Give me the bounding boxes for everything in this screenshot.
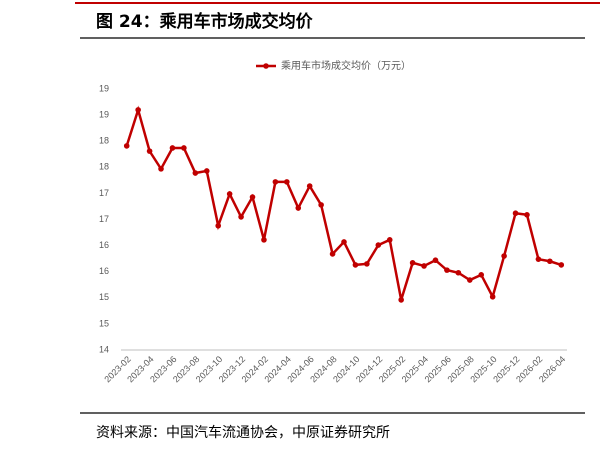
- y-tick-label: 15: [99, 318, 109, 328]
- point: [284, 179, 290, 185]
- point: [455, 269, 462, 276]
- point: [524, 212, 530, 218]
- point: [272, 179, 279, 185]
- y-tick-label: 14: [99, 344, 109, 354]
- y-tick-label: 16: [99, 266, 109, 276]
- point: [444, 267, 450, 273]
- point: [238, 214, 244, 220]
- chart-title: 图 24：乘用车市场成交均价: [96, 11, 314, 32]
- point: [512, 210, 519, 217]
- point: [215, 222, 222, 229]
- point: [386, 237, 393, 243]
- y-tick-label: 19: [99, 109, 109, 119]
- legend-marker: [263, 63, 269, 69]
- point: [203, 168, 210, 174]
- series-line: [125, 105, 562, 301]
- point: [135, 107, 141, 113]
- point: [158, 166, 164, 172]
- y-tick-label: 18: [99, 136, 109, 146]
- y-tick-label: 15: [99, 292, 109, 302]
- point: [306, 183, 313, 189]
- point: [318, 202, 324, 208]
- point: [261, 237, 267, 243]
- point: [409, 260, 416, 266]
- point: [329, 251, 336, 257]
- legend-label: 乘用车市场成交均价（万元）: [281, 59, 411, 72]
- point: [341, 239, 347, 245]
- point: [558, 262, 565, 268]
- point: [547, 258, 553, 265]
- point: [352, 262, 359, 268]
- point: [226, 191, 233, 197]
- point: [192, 170, 199, 176]
- point: [421, 263, 427, 269]
- point: [364, 261, 370, 267]
- y-tick-label: 17: [99, 188, 109, 198]
- point: [535, 256, 542, 262]
- point: [146, 148, 153, 154]
- point: [375, 242, 382, 248]
- point: [432, 257, 439, 264]
- y-tick-label: 16: [99, 240, 109, 250]
- point: [478, 272, 485, 278]
- y-tick-label: 18: [99, 162, 109, 172]
- y-tick-label: 17: [99, 214, 109, 224]
- point: [249, 194, 256, 200]
- point: [489, 293, 496, 300]
- point: [295, 205, 302, 211]
- source: 资料来源：中国汽车流通协会，中原证券研究所: [96, 424, 390, 441]
- point: [181, 145, 187, 151]
- point: [398, 297, 404, 303]
- point: [501, 253, 507, 259]
- point: [123, 143, 130, 149]
- y-tick-label: 19: [99, 83, 109, 93]
- point: [169, 145, 176, 151]
- point: [466, 277, 473, 283]
